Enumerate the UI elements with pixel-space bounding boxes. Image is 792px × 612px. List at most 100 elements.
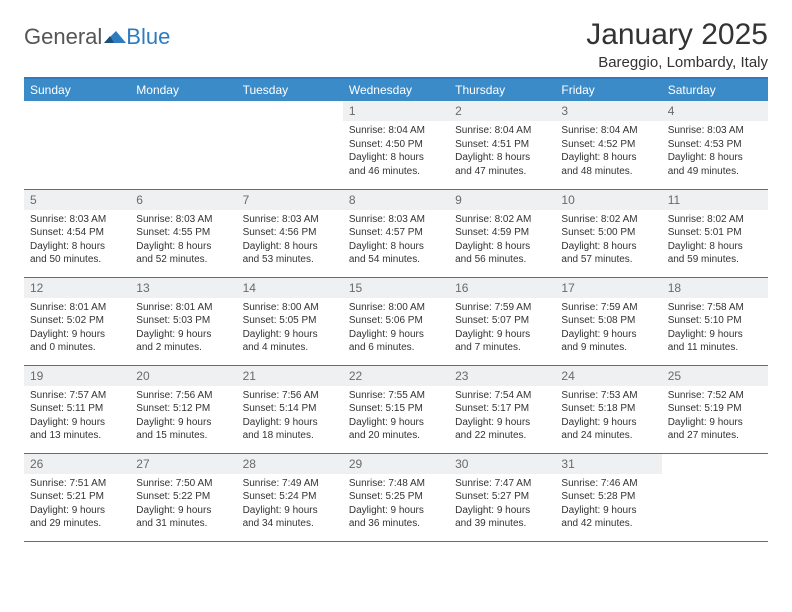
field-label: Sunset:: [668, 403, 702, 414]
field-label: Sunrise:: [136, 478, 173, 489]
calendar-day-cell: 4Sunrise: 8:03 AMSunset: 4:53 PMDaylight…: [662, 101, 768, 189]
field-value: 5:15 PM: [386, 403, 423, 414]
calendar-day-cell: 7Sunrise: 8:03 AMSunset: 4:56 PMDaylight…: [237, 189, 343, 277]
weekday-header: Wednesday: [343, 79, 449, 101]
field-label: Sunset:: [561, 491, 595, 502]
field-value: 8:00 AM: [388, 302, 425, 313]
field-value: 7:53 AM: [601, 390, 638, 401]
field-value: 5:05 PM: [279, 315, 316, 326]
field-label: Sunrise:: [30, 478, 67, 489]
field-label: Daylight:: [668, 417, 707, 428]
field-label: Daylight:: [668, 152, 707, 163]
brand-mark-icon: [104, 28, 126, 46]
day-details: Sunrise: 7:50 AMSunset: 5:22 PMDaylight:…: [130, 474, 236, 535]
field-label: Daylight:: [349, 329, 388, 340]
calendar-day-cell: 12Sunrise: 8:01 AMSunset: 5:02 PMDayligh…: [24, 277, 130, 365]
field-value: 4:56 PM: [279, 227, 316, 238]
calendar-week-row: 19Sunrise: 7:57 AMSunset: 5:11 PMDayligh…: [24, 365, 768, 453]
field-value: 7:50 AM: [176, 478, 213, 489]
field-label: Sunset:: [349, 315, 383, 326]
field-label: Sunset:: [668, 315, 702, 326]
calendar-day-cell: ..: [24, 101, 130, 189]
calendar-day-cell: 18Sunrise: 7:58 AMSunset: 5:10 PMDayligh…: [662, 277, 768, 365]
field-value: 8:03 AM: [282, 214, 319, 225]
day-details: Sunrise: 8:04 AMSunset: 4:51 PMDaylight:…: [449, 121, 555, 182]
day-number: 19: [24, 366, 130, 386]
field-label: Daylight:: [561, 505, 600, 516]
calendar-week-row: 12 Sunrise: 8:01 AM Sunset: 5:02 PM Dayligh…: [24, 277, 768, 365]
calendar-day-cell: 3Sunrise: 8:04 AMSunset: 4:52 PMDaylight…: [555, 101, 661, 189]
field-value: 8:03 AM: [707, 125, 744, 136]
weekday-header: Tuesday: [237, 79, 343, 101]
calendar-day-cell: 21Sunrise: 7:56 AMSunset: 5:14 PMDayligh…: [237, 365, 343, 453]
brand-logo: General Blue: [24, 24, 170, 50]
title-block: January 2025 Bareggio, Lombardy, Italy: [586, 18, 768, 71]
field-label: Sunrise:: [561, 390, 598, 401]
month-title: January 2025: [586, 18, 768, 52]
day-number: 8: [343, 190, 449, 210]
field-value: 5:17 PM: [492, 403, 529, 414]
field-label: Daylight:: [349, 241, 388, 252]
field-label: Daylight:: [668, 241, 707, 252]
field-label: Sunset:: [455, 227, 489, 238]
field-value: 8:01 AM: [176, 302, 213, 313]
field-label: Sunrise:: [349, 214, 386, 225]
day-number: 31: [555, 454, 661, 474]
calendar-day-cell: 8Sunrise: 8:03 AMSunset: 4:57 PMDaylight…: [343, 189, 449, 277]
day-details: Sunrise: 8:04 AMSunset: 4:52 PMDaylight:…: [555, 121, 661, 182]
calendar-day-cell: 24Sunrise: 7:53 AMSunset: 5:18 PMDayligh…: [555, 365, 661, 453]
field-label: Sunset:: [136, 403, 170, 414]
field-label: Daylight:: [30, 329, 69, 340]
field-label: Sunset:: [243, 315, 277, 326]
day-number: 14: [237, 278, 343, 298]
field-value: 7:56 AM: [282, 390, 319, 401]
day-details: Sunrise: 7:56 AMSunset: 5:12 PMDaylight:…: [130, 386, 236, 447]
day-number: 24: [555, 366, 661, 386]
field-label: Daylight:: [455, 505, 494, 516]
field-value: 5:08 PM: [598, 315, 635, 326]
field-label: Daylight:: [30, 417, 69, 428]
field-label: Sunset:: [349, 403, 383, 414]
calendar-day-cell: ..: [662, 453, 768, 541]
day-number: 30: [449, 454, 555, 474]
field-value: 8:03 AM: [176, 214, 213, 225]
field-value: 7:58 AM: [707, 302, 744, 313]
field-label: Sunset:: [243, 491, 277, 502]
field-label: Daylight:: [136, 241, 175, 252]
day-details: Sunrise: 7:56 AMSunset: 5:14 PMDaylight:…: [237, 386, 343, 447]
field-label: Daylight:: [455, 417, 494, 428]
field-value: 5:02 PM: [67, 315, 104, 326]
weekday-header: Sunday: [24, 79, 130, 101]
field-label: Sunrise:: [455, 214, 492, 225]
field-value: 7:46 AM: [601, 478, 638, 489]
day-details: Sunrise: 8:02 AMSunset: 5:00 PMDaylight:…: [555, 210, 661, 271]
field-label: Sunrise:: [136, 214, 173, 225]
field-label: Sunset:: [668, 227, 702, 238]
day-number: 12: [24, 278, 130, 298]
field-label: Daylight:: [136, 417, 175, 428]
field-label: Sunrise:: [243, 478, 280, 489]
day-number: 28: [237, 454, 343, 474]
field-label: Sunset:: [455, 315, 489, 326]
calendar-day-cell: 9Sunrise: 8:02 AMSunset: 4:59 PMDaylight…: [449, 189, 555, 277]
field-label: Daylight:: [455, 241, 494, 252]
calendar-day-cell: 17Sunrise: 7:59 AMSunset: 5:08 PMDayligh…: [555, 277, 661, 365]
field-value: 5:07 PM: [492, 315, 529, 326]
field-label: Daylight:: [243, 417, 282, 428]
weekday-header-row: SundayMondayTuesdayWednesdayThursdayFrid…: [24, 79, 768, 101]
brand-blue: Blue: [126, 24, 170, 50]
day-details: Sunrise: 7:59 AMSunset: 5:08 PMDaylight:…: [555, 298, 661, 359]
field-value: 8:03 AM: [388, 214, 425, 225]
day-number: 11: [662, 190, 768, 210]
day-number: 1: [343, 101, 449, 121]
field-label: Sunset:: [561, 139, 595, 150]
field-value: 5:00 PM: [598, 227, 635, 238]
field-label: Daylight:: [455, 152, 494, 163]
field-value: 8:02 AM: [495, 214, 532, 225]
field-label: Daylight:: [561, 329, 600, 340]
field-label: Sunrise:: [668, 302, 705, 313]
field-label: Sunset:: [455, 403, 489, 414]
field-value: 5:22 PM: [173, 491, 210, 502]
field-value: 5:11 PM: [67, 403, 104, 414]
calendar-day-cell: 27Sunrise: 7:50 AMSunset: 5:22 PMDayligh…: [130, 453, 236, 541]
